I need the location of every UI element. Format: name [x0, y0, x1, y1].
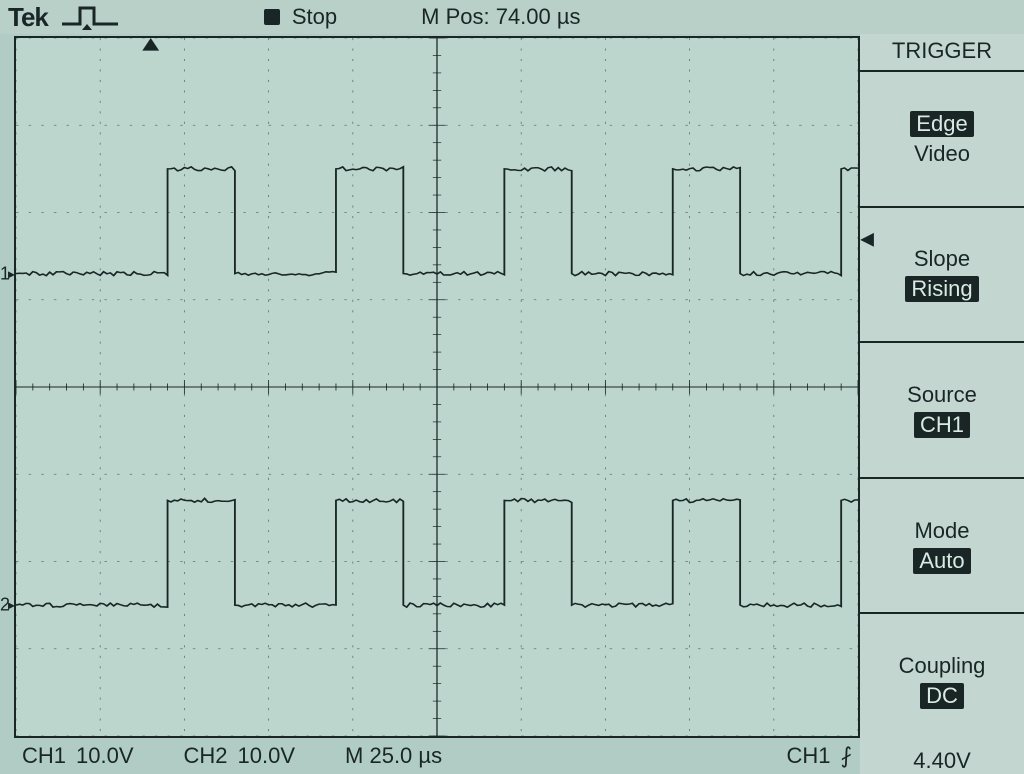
trigger-level-readout: 4.40V: [860, 748, 1024, 774]
menu-item-bottom-label: DC: [920, 683, 964, 709]
timebase-readout: M 25.0 µs: [345, 743, 442, 769]
stop-icon: [264, 9, 280, 25]
menu-item-bottom-label: Video: [914, 141, 970, 167]
menu-item-bottom-label: Auto: [913, 548, 970, 574]
rising-edge-icon: ⨏: [841, 743, 852, 769]
brand-logo: Tek: [8, 2, 48, 33]
acquisition-status: Stop: [292, 4, 337, 30]
ch2-label: CH2: [184, 743, 228, 769]
menu-item-top-label: Mode: [914, 518, 969, 544]
menu-item-1[interactable]: Slope Rising: [860, 206, 1024, 342]
top-bar: Tek Stop M Pos: 74.00 µs: [0, 0, 1024, 34]
menu-item-top-label: Source: [907, 382, 977, 408]
menu-item-bottom-label: Rising: [905, 276, 978, 302]
trigger-level-marker: ◀: [860, 228, 874, 249]
waveform-svg: [16, 38, 858, 736]
ch1-label: CH1: [22, 743, 66, 769]
menu-item-top-label: Slope: [914, 246, 970, 272]
side-menu: TRIGGER Edge Video Slope Rising Source CH1 Mod…: [860, 34, 1024, 774]
menu-title: TRIGGER: [860, 34, 1024, 70]
waveform-display: 1 2 ◀: [14, 36, 860, 738]
ch2-ground-marker: 2: [0, 595, 15, 616]
trigger-position-icon: [60, 4, 120, 30]
menu-item-3[interactable]: Mode Auto: [860, 477, 1024, 613]
menu-item-0[interactable]: Edge Video: [860, 70, 1024, 206]
menu-item-4[interactable]: Coupling DC: [860, 612, 1024, 748]
trigger-source-readout: CH1: [787, 743, 831, 769]
menu-item-bottom-label: CH1: [914, 412, 970, 438]
m-position-readout: M Pos: 74.00 µs: [421, 4, 580, 30]
menu-item-top-label: Edge: [910, 111, 973, 137]
menu-item-2[interactable]: Source CH1: [860, 341, 1024, 477]
bottom-readout-bar: CH1 10.0V CH2 10.0V M 25.0 µs CH1 ⨏: [0, 738, 860, 774]
ch2-scale: 10.0V: [238, 743, 296, 769]
ch1-ground-marker: 1: [0, 263, 15, 284]
ch1-scale: 10.0V: [76, 743, 134, 769]
menu-item-top-label: Coupling: [899, 653, 986, 679]
